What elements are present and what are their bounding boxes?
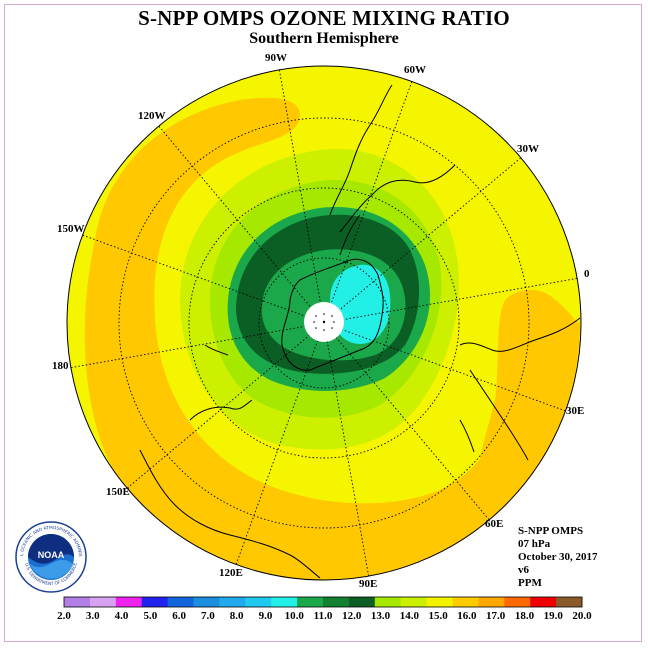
lon-label-30e: 30E	[566, 405, 585, 417]
info-block: S-NPP OMPS 07 hPa October 30, 2017 v6 PP…	[518, 525, 598, 590]
lon-label-60e: 60E	[485, 518, 504, 530]
colorbar-label: 7.0	[201, 610, 215, 622]
colorbar-swatch	[219, 597, 246, 607]
colorbar-swatch	[89, 597, 117, 607]
colorbar-label: 11.0	[313, 610, 333, 622]
colorbar-border	[63, 596, 583, 608]
map-title: S-NPP OMPS OZONE MIXING RATIO	[138, 6, 510, 30]
colorbar-swatch	[426, 597, 453, 607]
colorbar-label: 10.0	[284, 610, 304, 622]
logo-text: NOAA	[38, 550, 65, 560]
colorbar-label: 12.0	[342, 610, 362, 622]
colorbar-swatch	[141, 597, 168, 607]
colorbar-swatch	[64, 597, 91, 607]
lon-label-90e: 90E	[359, 578, 378, 590]
lon-label-30w: 30W	[517, 143, 539, 155]
field-orange-east	[476, 289, 557, 510]
colorbar-swatch	[400, 597, 427, 607]
info-date: October 30, 2017	[518, 551, 598, 563]
colorbar-swatch	[245, 597, 272, 607]
colorbar-label: 13.0	[370, 610, 391, 622]
colorbar-swatch	[556, 597, 583, 607]
colorbar-label: 14.0	[399, 610, 419, 622]
colorbar-swatch	[530, 597, 557, 607]
colorbar-label: 18.0	[514, 610, 535, 622]
colorbar-label: 9.0	[258, 610, 273, 622]
colorbar-label: 6.0	[172, 610, 186, 622]
info-units: PPM	[518, 577, 542, 589]
coastlines	[139, 84, 581, 579]
map-subtitle: Southern Hemisphere	[249, 30, 399, 47]
latitude-circles	[118, 117, 530, 529]
colorbar-label: 8.0	[229, 610, 244, 622]
colorbar-label: 16.0	[457, 610, 477, 622]
colorbar-swatch	[478, 597, 505, 607]
noaa-logo: NATIONAL OCEANIC AND ATMOSPHERIC ADMINIS…	[14, 520, 87, 593]
lon-label-150e: 150E	[106, 486, 130, 498]
colorbar-swatch	[271, 597, 298, 607]
lon-label-180: 180	[52, 360, 69, 372]
lon-label-90w: 90W	[265, 52, 287, 64]
info-version: v6	[518, 564, 529, 576]
lon-label-60w: 60W	[404, 64, 426, 76]
field-cyan	[330, 264, 391, 345]
colorbar-label: 5.0	[143, 610, 158, 622]
colorbar-label: 17.0	[486, 610, 506, 622]
colorbar-label: 19.0	[543, 610, 563, 622]
polar-cap-dots	[313, 313, 335, 331]
colorbar-swatch	[115, 597, 143, 607]
info-instrument: S-NPP OMPS	[518, 525, 584, 537]
lon-label-120w: 120W	[138, 110, 166, 122]
colorbar-label: 4.0	[114, 610, 129, 622]
colorbar-swatch	[193, 597, 220, 607]
lon-label-150w: 150W	[57, 223, 85, 235]
colorbar-swatch	[504, 597, 531, 607]
lon-label-120e: 120E	[219, 567, 243, 579]
globe-outline	[66, 65, 582, 581]
page-frame	[4, 4, 642, 642]
colorbar-swatch	[323, 597, 350, 607]
colorbar-label: 20.0	[572, 610, 592, 622]
field-orange-west	[84, 97, 580, 580]
colorbar-swatch	[374, 597, 402, 607]
colorbar-swatch	[297, 597, 324, 607]
colorbar-swatch	[348, 597, 376, 607]
colorbar-swatch	[167, 597, 194, 607]
lon-label-0: 0	[584, 268, 590, 280]
colorbar-label: 2.0	[57, 610, 71, 622]
colorbar-swatch	[452, 597, 479, 607]
info-level: 07 hPa	[518, 538, 551, 550]
colorbar-label: 15.0	[428, 610, 448, 622]
colorbar-label: 3.0	[85, 610, 100, 622]
